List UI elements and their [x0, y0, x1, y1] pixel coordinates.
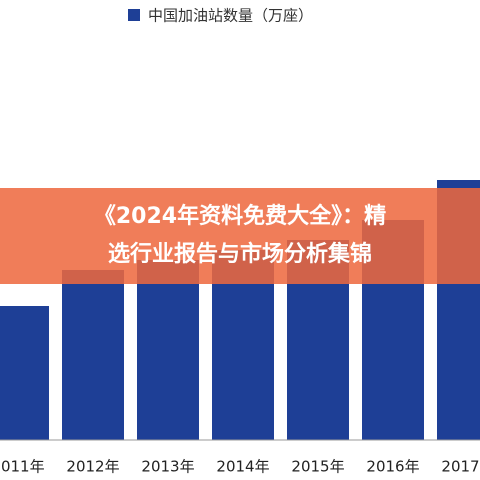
x-tick-label: 2016年: [366, 458, 419, 476]
bar: [137, 260, 199, 440]
bar: [0, 306, 49, 440]
banner: 《2024年资料免费大全》：精 选行业报告与市场分析集锦: [0, 188, 480, 284]
x-tick-label: 2013年: [141, 458, 194, 476]
banner-line: 选行业报告与市场分析集锦: [107, 242, 372, 267]
banner-line: 《2024年资料免费大全》：精: [93, 204, 387, 229]
x-tick-label: 2017年: [441, 458, 480, 476]
x-tick-label: 2011年: [0, 458, 45, 476]
bar: [62, 270, 124, 440]
x-tick-label: 2012年: [66, 458, 119, 476]
x-tick-label: 2015年: [291, 458, 344, 476]
legend-swatch: [128, 9, 140, 21]
legend-label: 中国加油站数量（万座）: [148, 7, 313, 25]
x-tick-label: 2014年: [216, 458, 269, 476]
